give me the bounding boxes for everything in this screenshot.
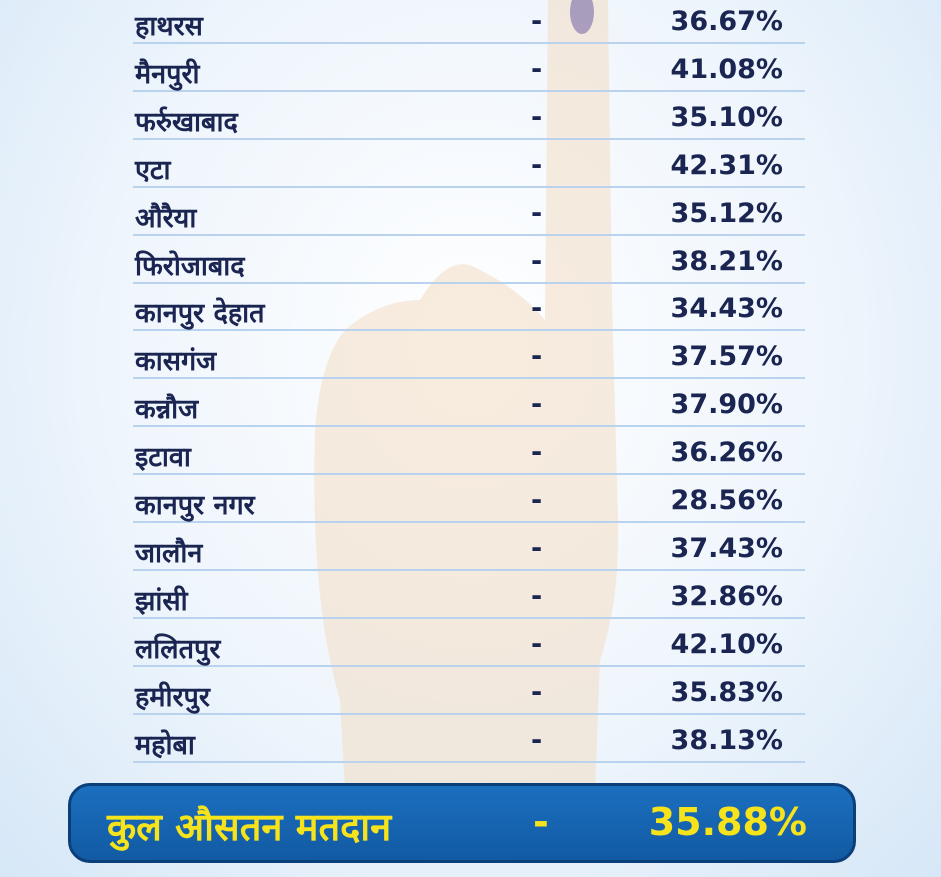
separator: - — [531, 389, 543, 421]
turnout-value: 35.10% — [670, 101, 783, 133]
turnout-value: 28.56% — [670, 485, 783, 516]
district-name: फिरोजाबाद — [135, 250, 245, 282]
district-name: फर्रुखाबाद — [135, 106, 238, 138]
table-row: फिरोजाबाद - 38.21% — [133, 242, 805, 284]
separator: - — [531, 437, 543, 469]
table-row: औरैया - 35.12% — [133, 194, 805, 236]
table-row: कासगंज - 37.57% — [133, 337, 805, 380]
district-name: कानपुर नगर — [135, 490, 255, 521]
separator: - — [531, 53, 543, 85]
turnout-value: 35.12% — [670, 197, 783, 229]
district-name: जालौन — [135, 537, 203, 569]
turnout-value: 38.21% — [670, 245, 783, 277]
district-name: एटा — [135, 154, 171, 186]
table-row: इटावा - 36.26% — [133, 433, 805, 476]
separator: - — [531, 724, 543, 756]
district-name: हाथरस — [135, 11, 203, 42]
turnout-value: 36.67% — [670, 6, 783, 37]
turnout-value: 38.13% — [670, 724, 783, 756]
total-value: 35.88% — [648, 800, 807, 844]
separator: - — [531, 628, 543, 660]
district-name: झांसी — [135, 585, 188, 617]
separator: - — [531, 580, 543, 612]
separator: - — [531, 676, 543, 708]
district-name: औरैया — [135, 202, 197, 234]
separator: - — [531, 245, 543, 277]
table-row: हाथरस - 36.67% — [133, 2, 805, 44]
table-row: जालौन - 37.43% — [133, 529, 805, 571]
district-name: कन्नौज — [135, 394, 199, 426]
district-name: कासगंज — [135, 346, 217, 378]
table-row: एटा - 42.31% — [133, 146, 805, 188]
table-row: झांसी - 32.86% — [133, 577, 805, 619]
turnout-value: 42.31% — [670, 149, 783, 181]
district-name: कानपुर देहात — [135, 298, 265, 330]
district-name: ललितपुर — [135, 633, 221, 665]
turnout-value: 37.43% — [670, 532, 783, 564]
table-row: मैनपुरी - 41.08% — [133, 50, 805, 92]
district-name: हमीरपुर — [135, 681, 210, 713]
turnout-value: 34.43% — [670, 293, 783, 325]
turnout-value: 41.08% — [670, 53, 783, 85]
table-row: महोबा - 38.13% — [133, 721, 805, 763]
separator: - — [531, 149, 543, 181]
turnout-value: 35.83% — [670, 676, 783, 708]
table-row: कन्नौज - 37.90% — [133, 385, 805, 428]
turnout-value: 37.57% — [670, 341, 783, 373]
table-row: फर्रुखाबाद - 35.10% — [133, 98, 805, 140]
turnout-value: 36.26% — [670, 437, 783, 469]
turnout-value: 32.86% — [670, 580, 783, 612]
separator: - — [531, 197, 543, 229]
separator: - — [531, 532, 543, 564]
separator: - — [531, 485, 543, 516]
turnout-value: 37.90% — [670, 389, 783, 421]
total-label: कुल औसतन मतदान — [107, 805, 392, 849]
turnout-value: 42.10% — [670, 628, 783, 660]
table-row: ललितपुर - 42.10% — [133, 625, 805, 667]
district-name: महोबा — [135, 729, 195, 761]
table-row: कानपुर देहात - 34.43% — [133, 289, 805, 332]
table-row: कानपुर नगर - 28.56% — [133, 481, 805, 523]
district-name: मैनपुरी — [135, 58, 200, 90]
total-dash: - — [533, 800, 549, 844]
separator: - — [531, 6, 543, 37]
table-row: हमीरपुर - 35.83% — [133, 673, 805, 715]
district-name: इटावा — [135, 442, 191, 474]
total-bar: कुल औसतन मतदान - 35.88% — [68, 783, 856, 863]
separator: - — [531, 101, 543, 133]
separator: - — [531, 341, 543, 373]
separator: - — [531, 293, 543, 325]
